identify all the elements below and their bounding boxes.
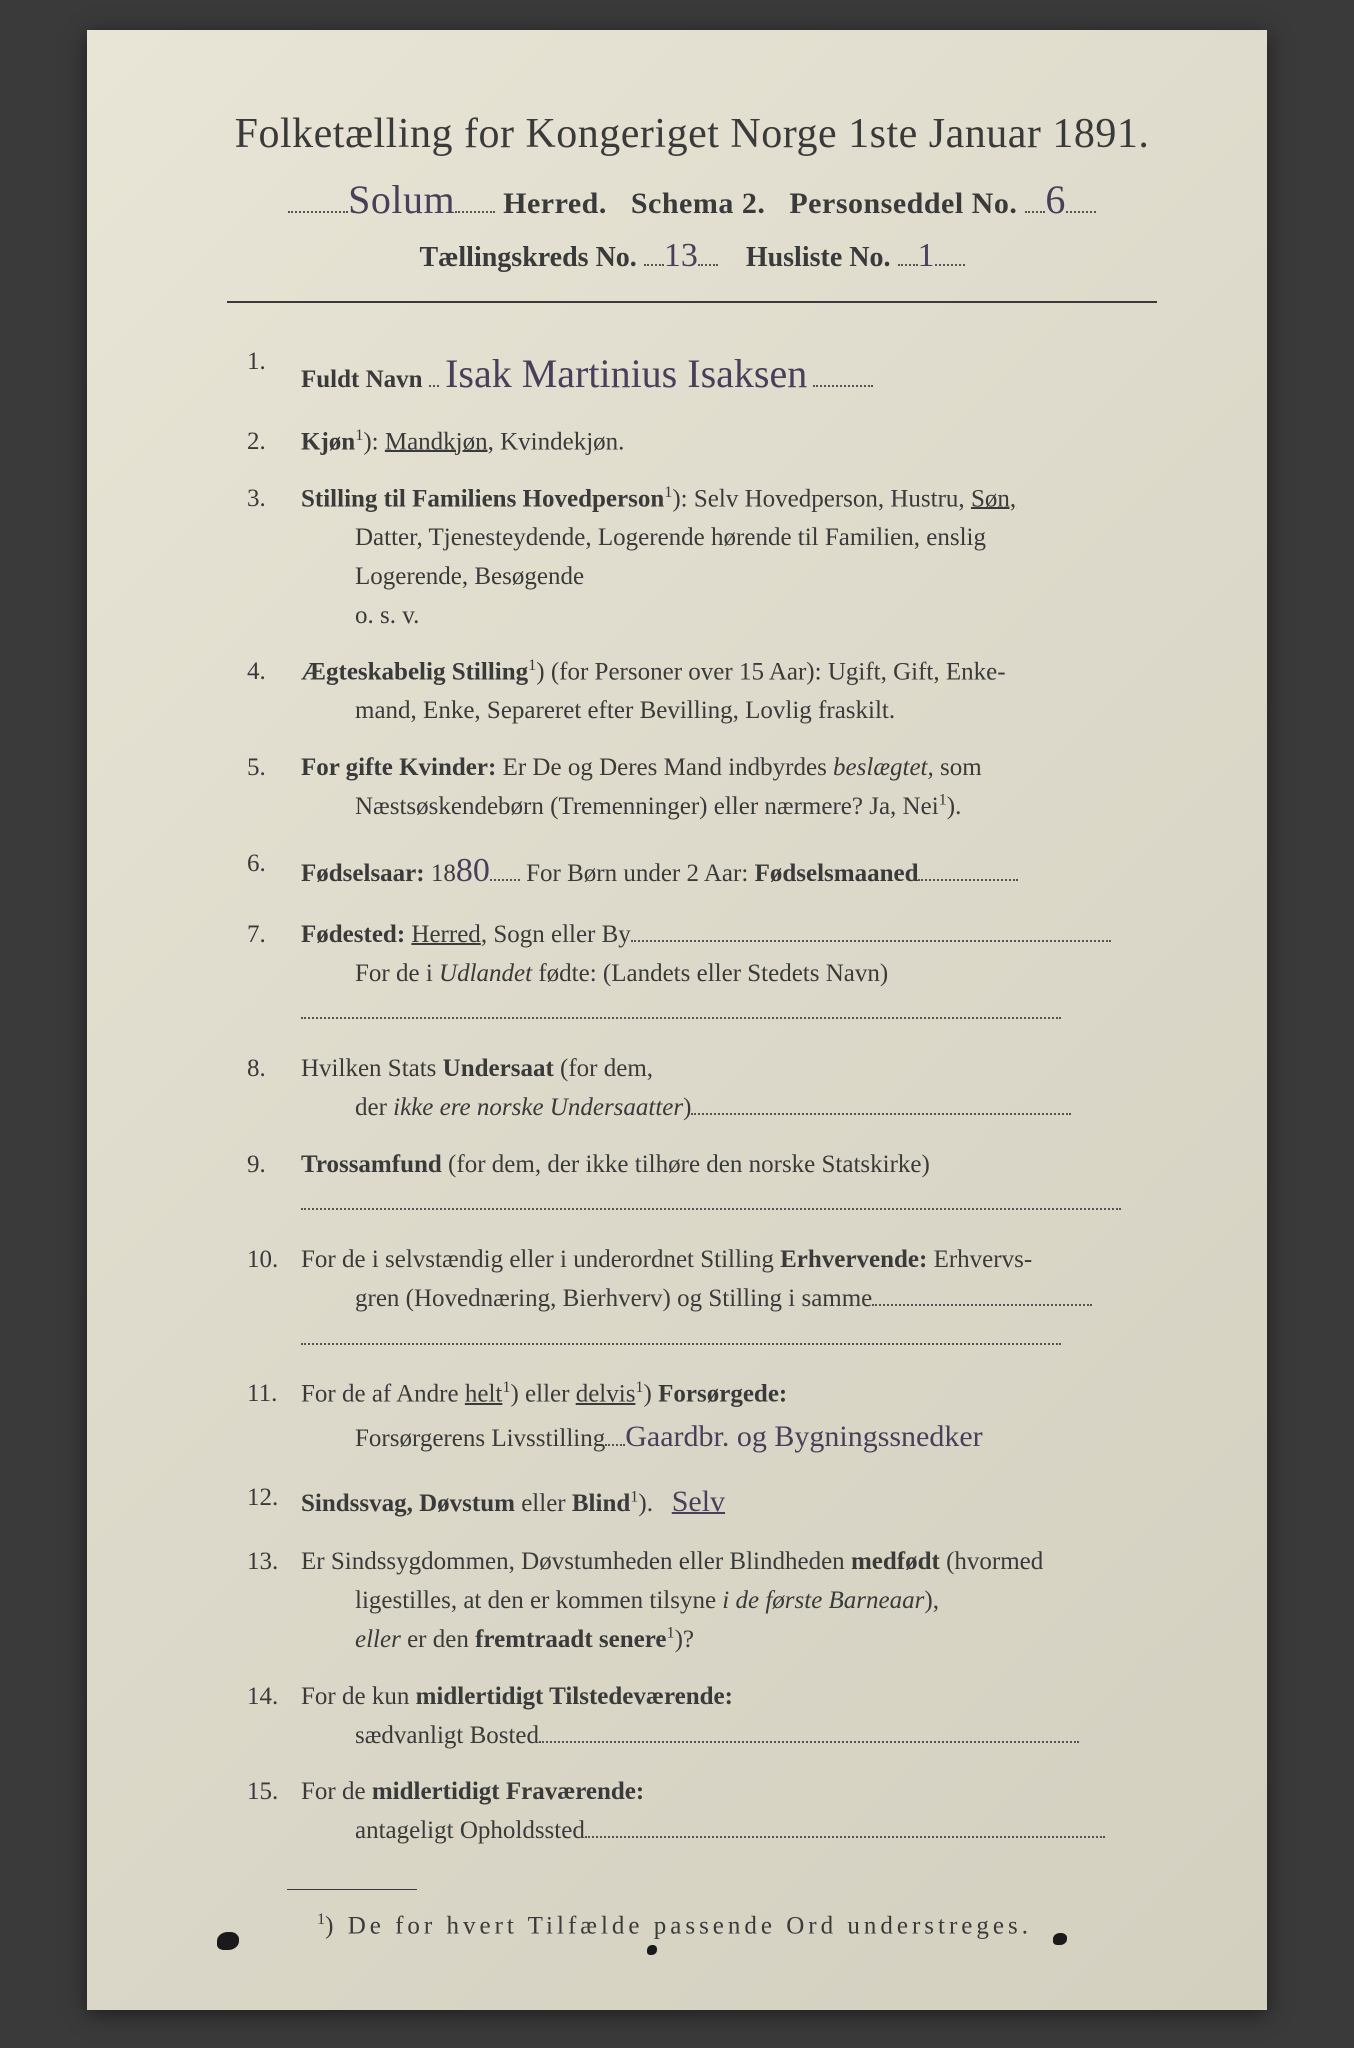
item-8: 8. Hvilken Stats Undersaat (for dem, der… (247, 1050, 1157, 1128)
item-label: Fødested: (301, 921, 405, 948)
item-label: Trossamfund (301, 1151, 442, 1178)
husliste-label: Husliste No. (746, 242, 891, 273)
personseddel-value: 6 (1045, 176, 1066, 223)
item-label: midlertidigt Tilstedeværende: (416, 1683, 733, 1710)
item-num: 12. (247, 1479, 301, 1526)
census-form-page: Folketælling for Kongeriget Norge 1ste J… (87, 30, 1267, 2010)
item-3: 3. Stilling til Familiens Hovedperson1):… (247, 480, 1157, 635)
item-num: 1. (247, 343, 301, 405)
herred-label: Herred. (503, 187, 607, 220)
item-9: 9. Trossamfund (for dem, der ikke tilhør… (247, 1146, 1157, 1224)
item-label: Fødselsaar: (301, 860, 425, 887)
ink-blot (1053, 1933, 1067, 1945)
kreds-label: Tællingskreds No. (419, 242, 636, 273)
selected-relation: Søn, (971, 485, 1016, 512)
footnote-rule (287, 1889, 417, 1890)
provider-occupation: Gaardbr. og Bygningssnedker (625, 1414, 982, 1461)
herred-value: Solum (348, 176, 455, 223)
item-label: For gifte Kvinder: (301, 754, 496, 781)
item-num: 3. (247, 480, 301, 635)
item-14: 14. For de kun midlertidigt Tilstedevære… (247, 1678, 1157, 1756)
item-7: 7. Fødested: Herred, Sogn eller By For d… (247, 916, 1157, 1032)
item-num: 11. (247, 1375, 301, 1461)
item-label: Erhvervende: (780, 1246, 927, 1273)
item-1: 1. Fuldt Navn Isak Martinius Isaksen (247, 343, 1157, 405)
item-num: 8. (247, 1050, 301, 1128)
item-label: Kjøn (301, 428, 355, 455)
item-label: midlertidigt Fraværende: (372, 1778, 644, 1805)
item-label: medfødt (851, 1548, 940, 1575)
kreds-value: 13 (664, 237, 698, 275)
item-num: 13. (247, 1543, 301, 1660)
item-num: 15. (247, 1773, 301, 1851)
item-num: 7. (247, 916, 301, 1032)
item-label: Sindssvag, Døvstum (301, 1490, 515, 1517)
item-num: 9. (247, 1146, 301, 1224)
divider (227, 301, 1157, 303)
item-12: 12. Sindssvag, Døvstum eller Blind1). Se… (247, 1479, 1157, 1526)
item-2: 2. Kjøn1): Mandkjøn, Kvindekjøn. (247, 423, 1157, 462)
item-num: 14. (247, 1678, 301, 1756)
ink-blot (647, 1945, 657, 1955)
item-label: Fuldt Navn (301, 366, 423, 393)
birthyear-value: 80 (456, 845, 490, 898)
personseddel-label: Personseddel No. (789, 187, 1017, 220)
item-6: 6. Fødselsaar: 1880 For Børn under 2 Aar… (247, 845, 1157, 898)
item-label: Forsørgede: (658, 1381, 787, 1408)
item-num: 6. (247, 845, 301, 898)
item-label: Ægteskabelig Stilling (301, 659, 528, 686)
item-num: 2. (247, 423, 301, 462)
disability-note: Selv (672, 1479, 725, 1526)
main-title: Folketælling for Kongeriget Norge 1ste J… (227, 110, 1157, 158)
name-value: Isak Martinius Isaksen (445, 343, 807, 405)
schema-label: Schema 2. (631, 187, 766, 220)
header-row-1: Solum Herred. Schema 2. Personseddel No.… (227, 176, 1157, 223)
item-15: 15. For de midlertidigt Fraværende: anta… (247, 1773, 1157, 1851)
item-5: 5. For gifte Kvinder: Er De og Deres Man… (247, 749, 1157, 827)
selected-birthplace: Herred (411, 921, 480, 948)
item-label: Stilling til Familiens Hovedperson (301, 485, 664, 512)
form-items: 1. Fuldt Navn Isak Martinius Isaksen 2. … (227, 343, 1157, 1851)
item-13: 13. Er Sindssygdommen, Døvstumheden elle… (247, 1543, 1157, 1660)
header-row-2: Tællingskreds No. 13 Husliste No. 1 (227, 237, 1157, 275)
item-num: 4. (247, 653, 301, 731)
item-num: 5. (247, 749, 301, 827)
item-label: Undersaat (443, 1055, 554, 1082)
husliste-value: 1 (918, 237, 935, 275)
ink-blot (217, 1932, 239, 1950)
item-11: 11. For de af Andre helt1) eller delvis1… (247, 1375, 1157, 1461)
item-num: 10. (247, 1241, 301, 1357)
selected-gender: Mandkjøn, (385, 428, 494, 455)
item-4: 4. Ægteskabelig Stilling1) (for Personer… (247, 653, 1157, 731)
item-10: 10. For de i selvstændig eller i underor… (247, 1241, 1157, 1357)
footnote: 1) De for hvert Tilfælde passende Ord un… (227, 1910, 1157, 1940)
